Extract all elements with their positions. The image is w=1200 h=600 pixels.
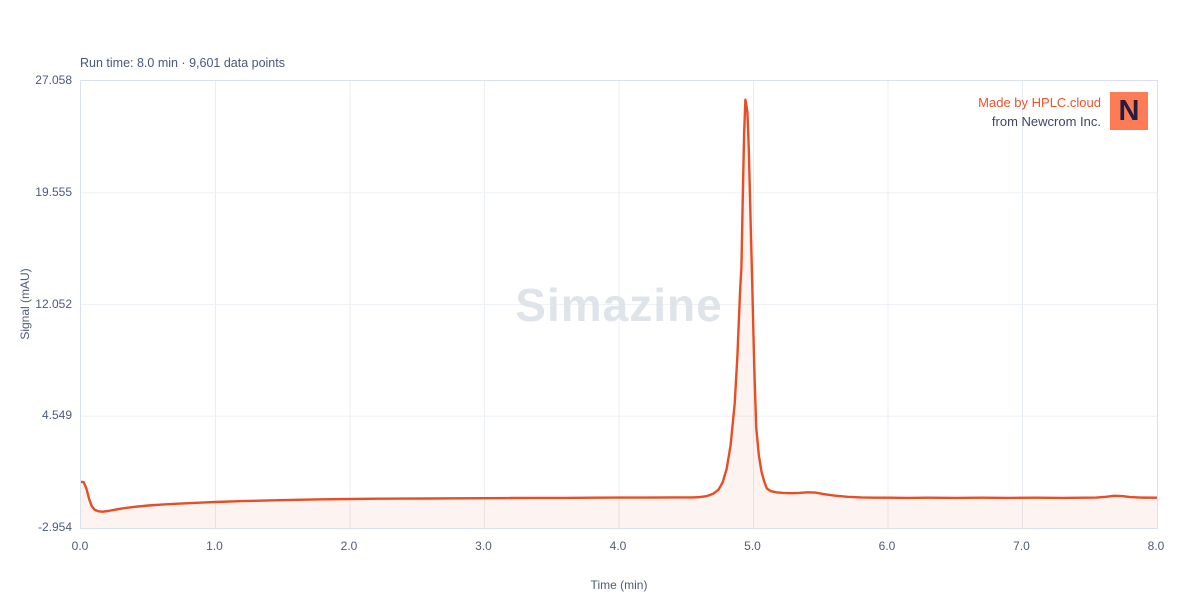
x-tick-label: 7.0 (1013, 539, 1030, 553)
y-tick-label: -2.954 (37, 520, 72, 534)
plot-area: Simazine (80, 80, 1158, 529)
y-tick-label: 19.555 (35, 184, 72, 199)
run-info-label: Run time: 8.0 min · 9,601 data points (80, 56, 285, 70)
x-tick-label: 3.0 (475, 539, 492, 553)
brand-newcrom-label: from Newcrom Inc. (991, 114, 1101, 129)
brand-hplc-cloud-link[interactable]: Made by HPLC.cloud (978, 95, 1101, 110)
x-tick-label: 6.0 (878, 539, 896, 553)
y-tick-label: 12.052 (35, 296, 72, 311)
x-tick-label: 0.0 (71, 539, 89, 553)
y-axis-title: Signal (mAU) (18, 268, 32, 340)
y-tick-label: 27.058 (35, 73, 72, 87)
x-tick-label: 8.0 (1147, 539, 1165, 553)
x-tick-label: 2.0 (340, 539, 358, 553)
x-tick-label: 5.0 (744, 539, 761, 553)
brand-credit: Made by HPLC.cloud from Newcrom Inc. N (978, 92, 1148, 131)
chromatogram-svg (81, 81, 1157, 528)
newcrom-logo[interactable]: N (1110, 92, 1148, 130)
y-tick-label: 4.549 (41, 408, 72, 423)
x-axis-title: Time (min) (590, 578, 648, 592)
x-tick-label: 1.0 (206, 539, 223, 553)
x-tick-label: 4.0 (609, 539, 627, 553)
signal-trace (81, 98, 1157, 513)
